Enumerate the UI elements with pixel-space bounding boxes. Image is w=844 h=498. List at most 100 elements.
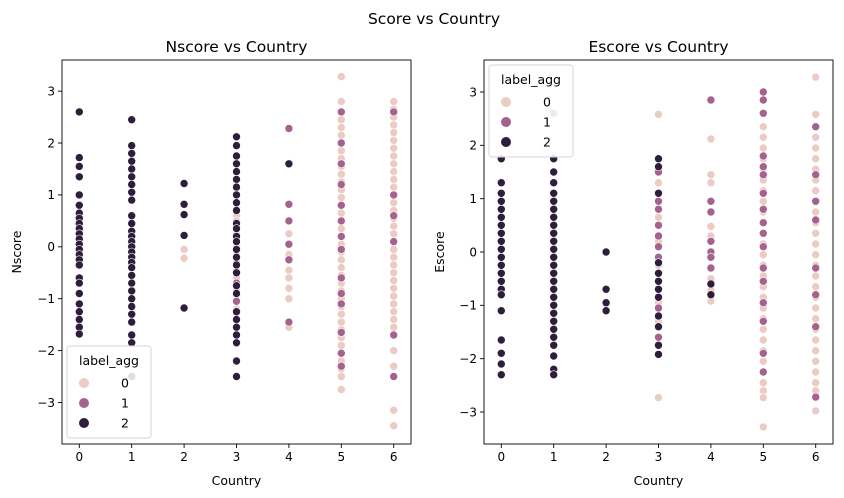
scatter-point (336, 245, 346, 254)
y-tick-label: 3 (47, 84, 55, 98)
scatter-point (389, 159, 399, 169)
scatter-point (336, 224, 346, 233)
y-tick-label: −1 (459, 299, 477, 313)
scatter-point (389, 372, 399, 381)
scatter-point (336, 255, 346, 265)
scatter-point (336, 72, 346, 81)
scatter-point (496, 290, 506, 300)
scatter-point (496, 348, 506, 358)
scatter-point (127, 141, 136, 150)
scatter-point (496, 205, 506, 214)
scatter-point (758, 143, 768, 153)
scatter-point (336, 328, 346, 337)
scatter-point (811, 303, 821, 313)
scatter-point (758, 151, 768, 161)
scatter-point (706, 263, 716, 273)
scatter-point (549, 351, 559, 361)
legend-label-0: 0 (121, 376, 129, 391)
legend-label-2: 2 (121, 416, 129, 431)
x-tick-label: 3 (655, 450, 663, 464)
scatter-point (758, 316, 768, 326)
scatter-point (706, 170, 716, 179)
scatter-point (706, 237, 716, 246)
x-axis-ticks: 0 1 2 3 4 5 6 (497, 444, 820, 464)
scatter-point (336, 341, 346, 350)
scatter-point (758, 250, 768, 259)
scatter-point (758, 122, 768, 131)
scatter-point (127, 294, 136, 304)
scatter-point (127, 278, 136, 288)
scatter-point (811, 170, 821, 179)
scatter-point (336, 317, 346, 327)
y-tick-label: 1 (47, 188, 55, 202)
scatter-point (706, 207, 716, 217)
scatter-point (811, 392, 821, 402)
scatter-point (496, 370, 506, 380)
scatter-point (232, 132, 241, 142)
scatter-point (549, 316, 559, 326)
scatter-point (389, 276, 399, 285)
scatter-point (389, 107, 399, 117)
scatter-point (232, 289, 241, 298)
legend-frame (488, 64, 574, 158)
scatter-point (127, 164, 136, 174)
scatter-point (284, 239, 294, 249)
scatter-point (758, 348, 768, 358)
scatter-point (127, 115, 136, 124)
scatter-point (496, 359, 506, 369)
scatter-point (389, 211, 399, 220)
scatter-point (811, 335, 821, 345)
scatter-point (654, 393, 663, 402)
scatter-point (654, 322, 663, 332)
scatter-point (389, 322, 399, 332)
scatter-point (389, 221, 399, 231)
legend-frame (66, 345, 152, 439)
scatter-point (654, 242, 663, 251)
scatter-point (549, 370, 559, 380)
scatter-point (758, 356, 768, 366)
scatter-point (75, 307, 84, 317)
y-axis-label: Escore (432, 231, 447, 273)
scatter-point (706, 252, 716, 262)
scatter-point (654, 231, 663, 241)
scatter-point (389, 120, 399, 130)
scatter-point (232, 307, 241, 317)
scatter-point (549, 189, 559, 198)
scatter-point (549, 178, 559, 187)
scatter-point (811, 207, 821, 217)
scatter-point (496, 229, 506, 238)
x-tick-label: 6 (812, 450, 820, 464)
scatter-point (811, 314, 821, 324)
scatter-point (336, 232, 346, 241)
y-tick-label: −2 (37, 344, 55, 358)
scatter-point (75, 153, 84, 162)
scatter-point (127, 330, 136, 340)
scatter-point (549, 205, 559, 214)
scatter-point (232, 281, 241, 291)
scatter-point (496, 189, 506, 198)
scatter-point (336, 201, 346, 210)
scatter-point (336, 273, 346, 283)
y-axis-ticks: −3 −2 −1 0 1 2 3 (37, 84, 62, 410)
scatter-point (127, 195, 136, 205)
scatter-point (232, 224, 241, 233)
scatter-point (336, 299, 346, 309)
scatter-point (496, 178, 506, 187)
scatter-point (758, 378, 768, 388)
legend-marker-1 (79, 398, 89, 408)
scatter-point (284, 273, 294, 283)
scatter-point (654, 189, 663, 198)
scatter-point (336, 138, 346, 148)
scatter-point (232, 190, 241, 200)
scatter-point (127, 271, 136, 280)
scatter-point (496, 276, 506, 286)
scatter-point (179, 231, 189, 240)
chart-title: Nscore vs Country (166, 38, 308, 56)
scatter-point (758, 205, 768, 214)
scatter-point (549, 276, 559, 286)
scatter-point (811, 186, 821, 195)
scatter-point (127, 286, 136, 296)
legend: label_agg 0 1 2 (66, 345, 152, 439)
scatter-point (336, 180, 346, 189)
scatter-point (549, 213, 559, 222)
